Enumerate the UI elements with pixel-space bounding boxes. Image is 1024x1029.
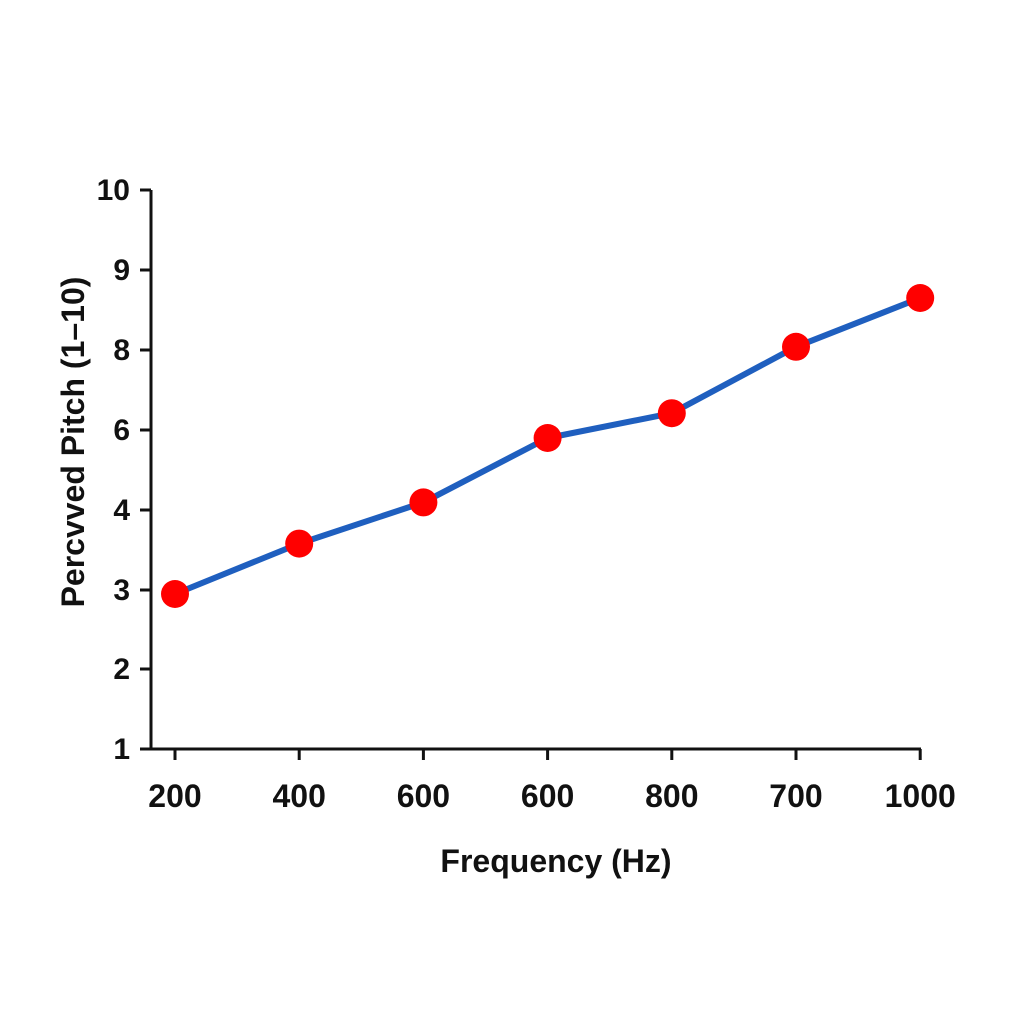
x-tick-label: 600	[397, 778, 450, 814]
y-tick-label: 6	[113, 414, 130, 447]
data-point	[161, 580, 189, 608]
y-tick-label: 2	[113, 653, 130, 686]
x-tick-label: 200	[148, 778, 201, 814]
data-point	[657, 399, 686, 428]
series-layer	[161, 284, 935, 608]
y-tick-label: 9	[113, 254, 130, 287]
x-tick-label: 400	[273, 778, 326, 814]
y-tick-label: 4	[113, 494, 130, 527]
data-point	[906, 284, 935, 312]
y-tick-label: 3	[113, 574, 130, 607]
x-tick-label: 700	[769, 778, 822, 814]
x-tick-label: 1000	[885, 778, 956, 814]
x-tick-label: 600	[521, 778, 574, 814]
data-point	[533, 424, 562, 452]
x-axis-title: Frequency (Hz)	[440, 843, 671, 879]
y-tick-label: 8	[113, 334, 130, 367]
y-ticks: 1 2 3 4 6 8 9 10	[97, 174, 151, 766]
data-point	[285, 529, 314, 558]
axes	[149, 190, 921, 751]
data-point	[409, 488, 438, 517]
x-tick-label: 800	[645, 778, 698, 814]
y-tick-label: 1	[113, 733, 130, 766]
y-axis-title: Percvved Pitch (1–10)	[55, 277, 91, 608]
y-tick-label: 10	[97, 174, 130, 207]
data-point	[782, 332, 810, 361]
x-ticks: 200 400 600 600 800 700 1000	[148, 749, 956, 814]
